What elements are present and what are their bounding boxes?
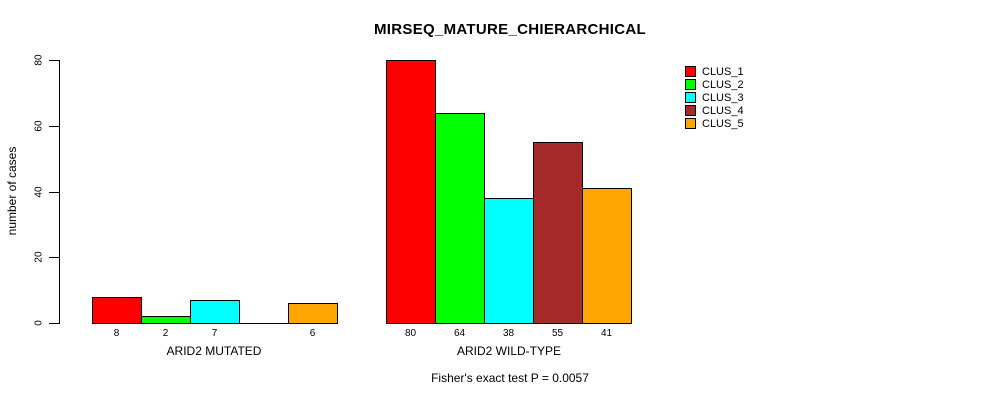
bar-value-label: 8	[113, 328, 120, 339]
bar-clus_1-group2	[386, 60, 436, 324]
legend-item: CLUS_4	[685, 104, 744, 117]
bar-clus_3-group1	[190, 300, 240, 324]
legend-item: CLUS_5	[685, 117, 744, 130]
y-tick-label: 20	[33, 251, 45, 263]
y-axis-label: number of cases	[5, 146, 19, 236]
y-axis-line	[59, 60, 60, 324]
y-tick-label: 40	[33, 186, 45, 198]
bar-value-label: 80	[404, 328, 417, 339]
bar-value-label: 38	[502, 328, 515, 339]
bar-clus_1-group1	[92, 297, 142, 324]
legend-label: CLUS_2	[702, 78, 744, 91]
y-tick-mark	[49, 60, 59, 61]
bar-value-label: 55	[551, 328, 564, 339]
legend-label: CLUS_4	[702, 104, 744, 117]
bar-clus_2-group1	[141, 316, 191, 324]
y-tick-mark	[49, 126, 59, 127]
bar-value-label: 41	[600, 328, 613, 339]
bar-clus_4-group2	[533, 142, 583, 324]
y-tick-label: 80	[33, 54, 45, 66]
bar-value-label: 7	[211, 328, 218, 339]
legend-label: CLUS_1	[702, 65, 744, 78]
bar-clus_5-group1	[288, 303, 338, 324]
legend-swatch-clus-1	[685, 66, 696, 77]
y-tick-mark	[49, 192, 59, 193]
bar-clus_3-group2	[484, 198, 534, 324]
legend-item: CLUS_3	[685, 91, 744, 104]
legend-label: CLUS_5	[702, 117, 744, 130]
y-tick-label: 60	[33, 120, 45, 132]
legend-label: CLUS_3	[702, 91, 744, 104]
footer-note: Fisher's exact test P = 0.0057	[431, 371, 589, 385]
bar-value-label: 6	[309, 328, 316, 339]
group-label-arid2-wild-type: ARID2 WILD-TYPE	[456, 344, 562, 358]
chart-title: MIRSEQ_MATURE_CHIERARCHICAL	[374, 21, 646, 38]
bar-clus_5-group2	[582, 188, 632, 324]
y-tick-mark	[49, 257, 59, 258]
y-tick-mark	[49, 323, 59, 324]
bar-value-label: 2	[162, 328, 169, 339]
legend-swatch-clus-3	[685, 92, 696, 103]
bar-clus_2-group2	[435, 113, 485, 324]
legend-item: CLUS_1	[685, 65, 744, 78]
legend-swatch-clus-4	[685, 105, 696, 116]
y-tick-label: 0	[33, 320, 45, 326]
legend-item: CLUS_2	[685, 78, 744, 91]
bar-value-label: 64	[453, 328, 466, 339]
bar-clus_4-group1	[239, 323, 289, 324]
legend-swatch-clus-5	[685, 118, 696, 129]
legend: CLUS_1 CLUS_2 CLUS_3 CLUS_4 CLUS_5	[685, 65, 744, 130]
group-label-arid2-mutated: ARID2 MUTATED	[166, 344, 262, 358]
legend-swatch-clus-2	[685, 79, 696, 90]
